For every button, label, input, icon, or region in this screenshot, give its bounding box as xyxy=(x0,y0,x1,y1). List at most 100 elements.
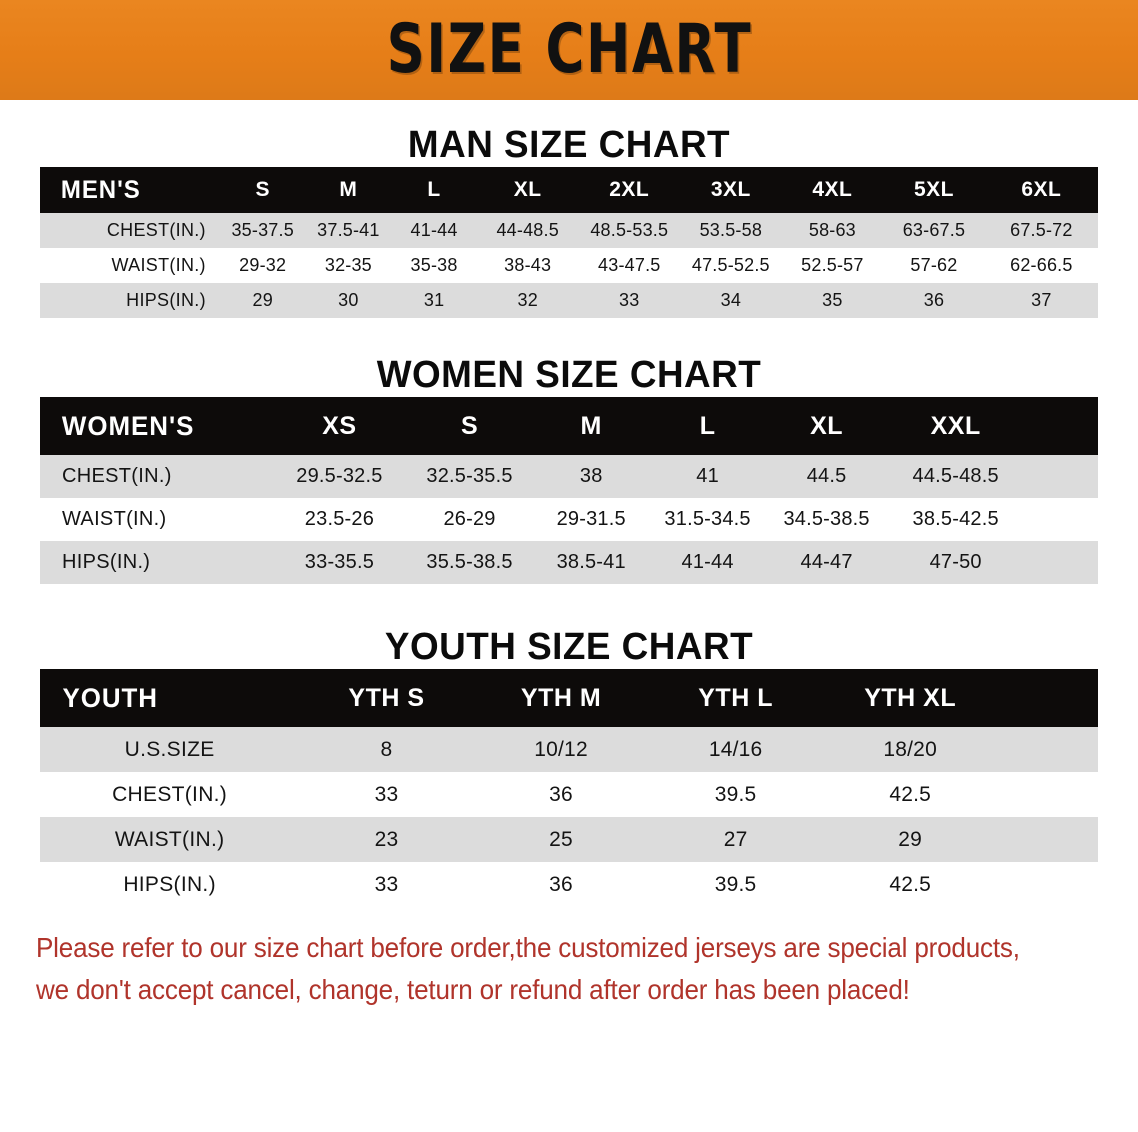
table-cell: 29 xyxy=(219,283,306,318)
women-section-heading: WOMEN SIZE CHART xyxy=(376,354,762,396)
table-cell: 41-44 xyxy=(649,541,766,584)
table-cell: 35 xyxy=(781,283,884,318)
table-cell: 62-66.5 xyxy=(984,248,1098,283)
man-header-size-xl: XL xyxy=(513,178,542,201)
table-cell: 37.5-41 xyxy=(305,213,392,248)
table-cell: 44.5-48.5 xyxy=(887,455,1024,498)
women-table-header-row: WOMEN'S XS S M L XL XXL xyxy=(40,397,1098,455)
man-header-size-5xl: 5XL xyxy=(913,178,954,201)
table-cell: 31.5-34.5 xyxy=(649,498,766,541)
women-header-size-m: M xyxy=(580,411,602,440)
table-cell: 29 xyxy=(822,817,998,862)
table-cell: 34.5-38.5 xyxy=(765,498,888,541)
table-cell: 10/12 xyxy=(473,727,649,772)
table-cell: 38.5-41 xyxy=(533,541,650,584)
women-header-size-xl: XL xyxy=(810,411,844,440)
table-cell: 39.5 xyxy=(648,772,823,817)
table-cell: 18/20 xyxy=(822,727,998,772)
table-row: WAIST(IN.) 23.5-26 26-29 29-31.5 31.5-34… xyxy=(40,498,1098,541)
table-cell: 44-47 xyxy=(765,541,888,584)
youth-header-size-s: YTH S xyxy=(348,683,425,712)
table-cell: 42.5 xyxy=(822,772,998,817)
table-row: CHEST(IN.) 33 36 39.5 42.5 xyxy=(40,772,1098,817)
table-row: CHEST(IN.) 29.5-32.5 32.5-35.5 38 41 44.… xyxy=(40,455,1098,498)
table-cell: 36 xyxy=(883,283,985,318)
table-cell: 33 xyxy=(578,283,681,318)
table-cell: 38-43 xyxy=(476,248,579,283)
table-cell xyxy=(997,727,1098,772)
women-size-table-wrapper: WOMEN'S XS S M L XL XXL CHEST(IN.) 29.5-… xyxy=(40,397,1098,584)
women-header-size-l: L xyxy=(699,411,716,440)
table-cell: 14/16 xyxy=(648,727,823,772)
youth-section-heading: YOUTH SIZE CHART xyxy=(384,626,754,668)
man-header-size-s: S xyxy=(255,178,270,201)
youth-header-spacer xyxy=(997,669,1098,727)
table-cell: 23.5-26 xyxy=(272,498,407,541)
table-row: HIPS(IN.) 33 36 39.5 42.5 xyxy=(40,862,1098,907)
table-cell: 29-31.5 xyxy=(533,498,650,541)
table-cell xyxy=(997,772,1098,817)
man-row-label-hips: HIPS(IN.) xyxy=(40,283,220,318)
women-header-label: WOMEN'S xyxy=(61,410,195,441)
table-cell: 41-44 xyxy=(391,213,477,248)
table-cell: 32.5-35.5 xyxy=(406,455,534,498)
table-cell: 25 xyxy=(473,817,649,862)
table-cell: 33-35.5 xyxy=(272,541,407,584)
table-cell: 48.5-53.5 xyxy=(578,213,681,248)
table-cell: 43-47.5 xyxy=(578,248,681,283)
table-cell: 57-62 xyxy=(883,248,985,283)
order-policy-disclaimer: Please refer to our size chart before or… xyxy=(36,927,1027,1011)
table-cell: 38 xyxy=(533,455,650,498)
man-size-table-wrapper: MEN'S S M L XL 2XL 3XL 4XL 5XL 6XL CHEST… xyxy=(40,167,1098,318)
youth-size-table: YOUTH YTH S YTH M YTH L YTH XL U.S.SIZE … xyxy=(40,669,1098,907)
page-banner: SIZE CHART xyxy=(0,0,1138,100)
table-row: CHEST(IN.) 35-37.5 37.5-41 41-44 44-48.5… xyxy=(40,213,1098,248)
youth-table-header-row: YOUTH YTH S YTH M YTH L YTH XL xyxy=(40,669,1098,727)
table-cell: 42.5 xyxy=(822,862,998,907)
table-cell: 47-50 xyxy=(887,541,1024,584)
table-cell: 32-35 xyxy=(305,248,392,283)
table-cell: 36 xyxy=(473,862,649,907)
youth-row-label-us-size: U.S.SIZE xyxy=(40,727,300,772)
man-table-header-row: MEN'S S M L XL 2XL 3XL 4XL 5XL 6XL xyxy=(40,167,1098,213)
table-cell xyxy=(1023,541,1098,584)
youth-header-label: YOUTH xyxy=(62,682,158,713)
table-cell: 47.5-52.5 xyxy=(680,248,782,283)
disclaimer-line-2: we don't accept cancel, change, teturn o… xyxy=(36,974,910,1005)
women-row-label-chest: CHEST(IN.) xyxy=(40,455,273,498)
man-row-label-waist: WAIST(IN.) xyxy=(40,248,220,283)
man-header-label: MEN'S xyxy=(60,175,141,204)
man-section-heading: MAN SIZE CHART xyxy=(407,124,731,166)
youth-header-size-m: YTH M xyxy=(520,683,602,712)
table-cell: 35-37.5 xyxy=(219,213,306,248)
table-row: U.S.SIZE 8 10/12 14/16 18/20 xyxy=(40,727,1098,772)
table-cell: 27 xyxy=(648,817,823,862)
table-row: WAIST(IN.) 29-32 32-35 35-38 38-43 43-47… xyxy=(40,248,1098,283)
table-cell: 37 xyxy=(984,283,1098,318)
table-cell: 44-48.5 xyxy=(476,213,579,248)
man-header-size-2xl: 2XL xyxy=(609,178,650,201)
table-cell xyxy=(997,862,1098,907)
table-cell: 52.5-57 xyxy=(781,248,884,283)
women-header-size-xxl: XXL xyxy=(930,411,981,440)
man-header-size-m: M xyxy=(339,178,358,201)
women-row-label-waist: WAIST(IN.) xyxy=(40,498,273,541)
women-header-spacer xyxy=(1024,397,1098,455)
table-cell: 67.5-72 xyxy=(984,213,1098,248)
table-cell: 31 xyxy=(391,283,477,318)
table-cell: 53.5-58 xyxy=(680,213,782,248)
youth-row-label-hips: HIPS(IN.) xyxy=(40,862,300,907)
women-header-size-s: S xyxy=(460,411,479,440)
man-header-size-6xl: 6XL xyxy=(1021,178,1062,201)
table-cell: 36 xyxy=(473,772,649,817)
table-cell: 33 xyxy=(299,772,474,817)
women-size-table: WOMEN'S XS S M L XL XXL CHEST(IN.) 29.5-… xyxy=(40,397,1098,584)
man-header-size-3xl: 3XL xyxy=(710,178,751,201)
table-cell: 63-67.5 xyxy=(883,213,985,248)
youth-row-label-waist: WAIST(IN.) xyxy=(40,817,300,862)
table-cell: 35.5-38.5 xyxy=(406,541,534,584)
youth-size-table-wrapper: YOUTH YTH S YTH M YTH L YTH XL U.S.SIZE … xyxy=(40,669,1098,907)
man-header-size-l: L xyxy=(427,178,441,201)
youth-header-size-xl: YTH XL xyxy=(864,683,957,712)
man-size-table: MEN'S S M L XL 2XL 3XL 4XL 5XL 6XL CHEST… xyxy=(40,167,1098,318)
